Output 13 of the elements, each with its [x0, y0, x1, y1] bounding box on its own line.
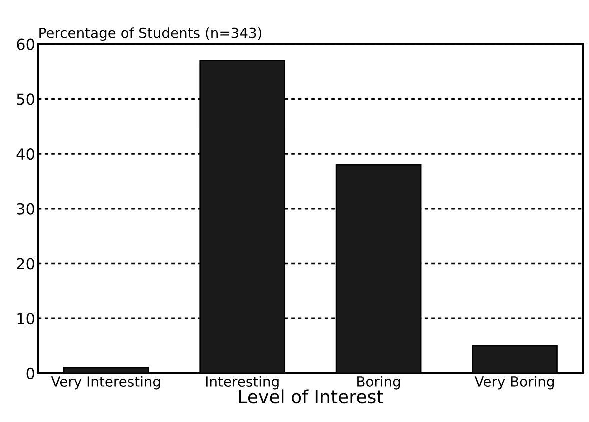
y-tick-label: 10 — [18, 313, 34, 325]
y-tick-label: 40 — [16, 148, 34, 160]
x-tick-label: Boring — [358, 376, 400, 390]
y-axis-title: Percentage of Students (n=343) — [40, 28, 262, 42]
y-tick-label: 50 — [17, 94, 34, 106]
x-axis-title: Level of Interest — [239, 390, 384, 404]
y-tick-label: 30 — [17, 203, 34, 215]
y-tick-label: 0 — [26, 368, 34, 380]
y-tick-label: 60 — [17, 38, 34, 50]
y-tick-label: 20 — [17, 258, 34, 270]
x-tick-label: Interesting — [206, 376, 279, 390]
x-tick-label: Very Interesting — [51, 376, 160, 390]
x-tick-label: Very Boring — [474, 376, 554, 390]
